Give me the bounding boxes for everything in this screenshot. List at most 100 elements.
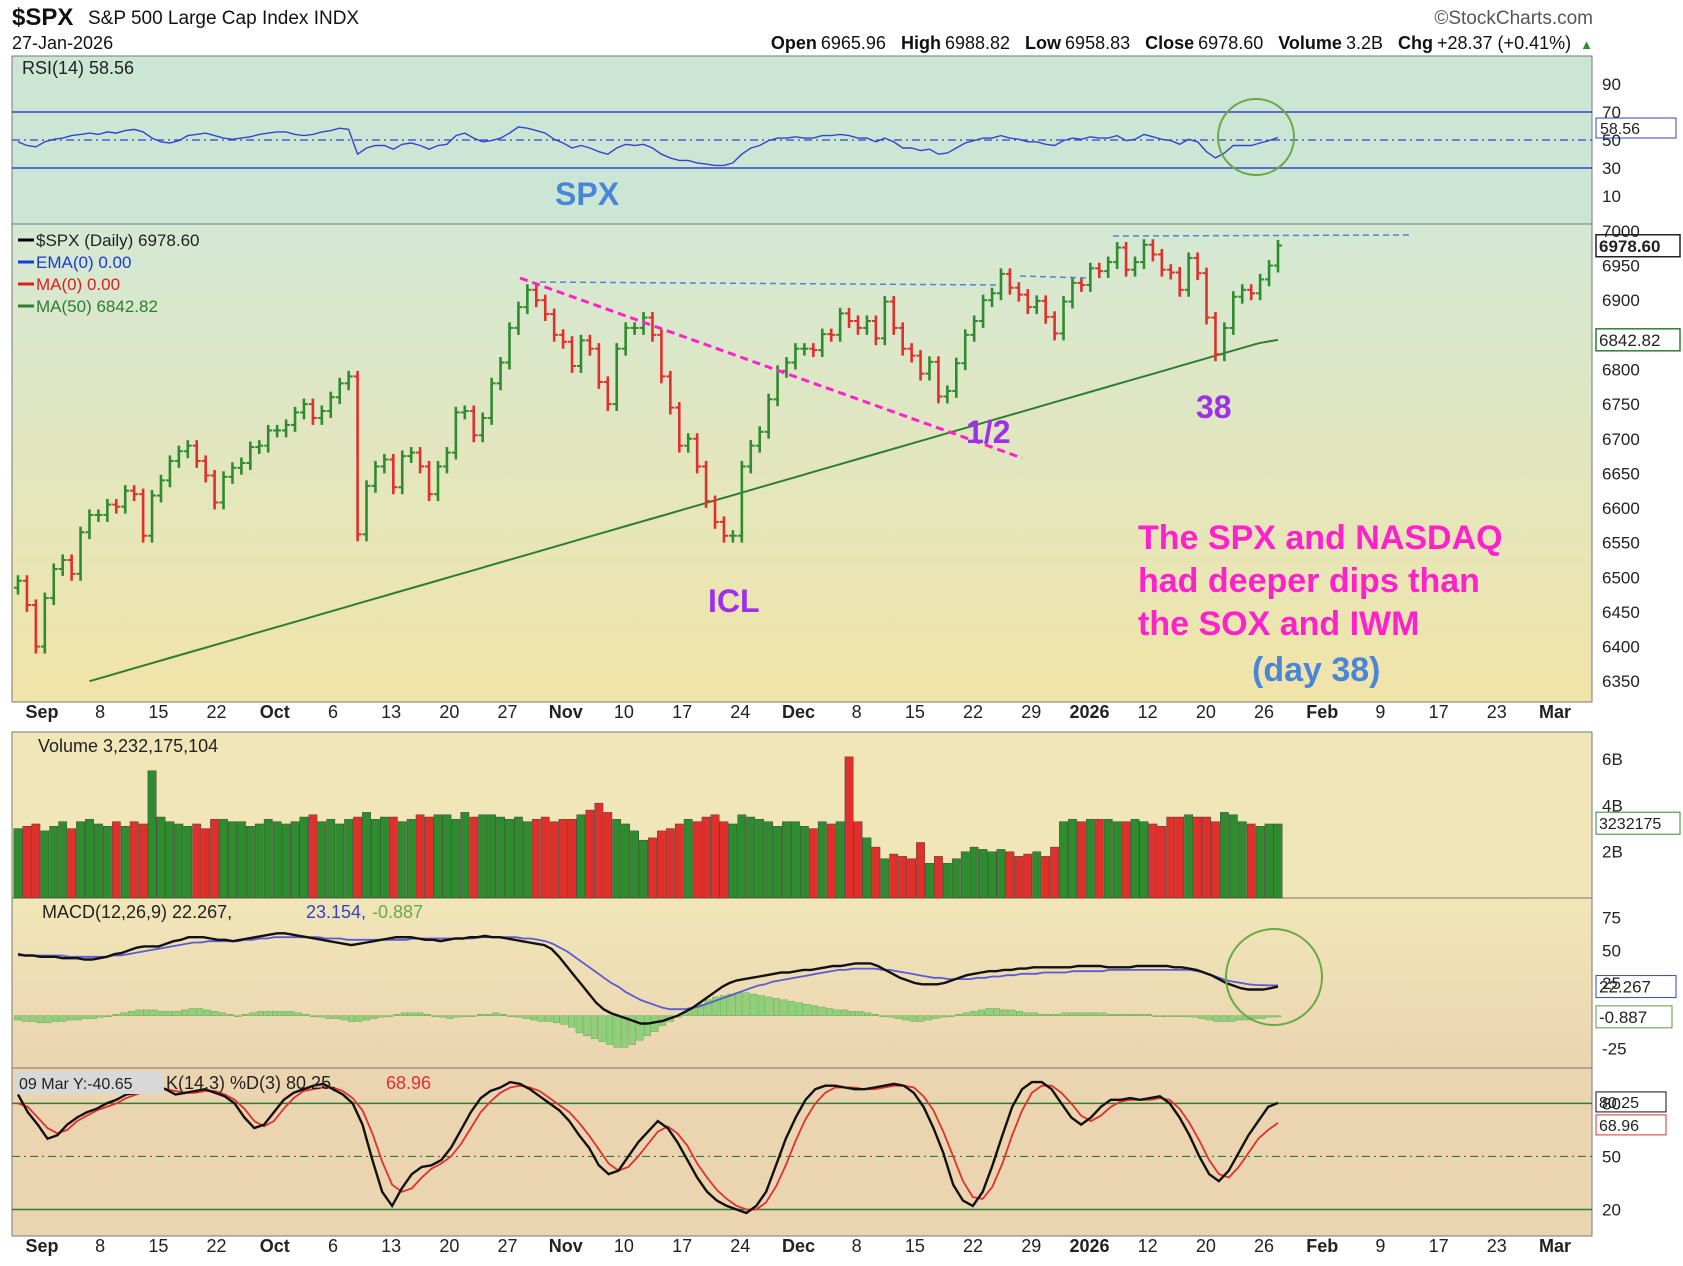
macd-histogram-bar [514, 1015, 522, 1018]
macd-histogram-bar [203, 1009, 211, 1016]
macd-histogram-bar [530, 1015, 538, 1021]
volume-bar [764, 821, 774, 899]
macd-histogram-bar [864, 1012, 872, 1016]
macd-histogram-bar [848, 1011, 856, 1016]
volume-bar [1077, 821, 1086, 899]
volume-bar [1228, 814, 1238, 899]
macd-histogram-bar [560, 1015, 568, 1025]
volume-bar [85, 819, 94, 899]
volume-bar [1184, 814, 1194, 899]
x-tick-label: 12 [1138, 702, 1158, 722]
volume-bar [228, 821, 237, 899]
x-tick-label: 22 [207, 702, 227, 722]
volume-bar [960, 851, 970, 899]
annotation-spx: SPX [555, 176, 620, 212]
macd-histogram-bar [947, 1015, 955, 1017]
legend-entry: MA(0) 0.00 [36, 275, 120, 294]
macd-histogram-bar [1266, 1015, 1274, 1018]
x-tick-label: 8 [852, 702, 862, 722]
macd-histogram-bar [1137, 1014, 1145, 1016]
rsi-y-tick: 50 [1602, 131, 1621, 150]
volume-y-tick: 2B [1602, 843, 1623, 862]
chg-label: Chg [1398, 33, 1433, 53]
volume-bar [13, 828, 23, 899]
macd-y-tick: 50 [1602, 941, 1621, 960]
volume-value: 3.2B [1345, 33, 1383, 53]
macd-histogram-bar [955, 1014, 963, 1016]
macd-histogram-bar [1038, 1014, 1046, 1016]
x-tick-label: Oct [260, 1236, 290, 1256]
chart-date: 27-Jan-2026 [12, 33, 114, 53]
macd-histogram-bar [416, 1012, 424, 1016]
macd-histogram-bar [598, 1015, 606, 1042]
volume-bar [156, 816, 166, 899]
volume-bar [1103, 819, 1113, 899]
volume-bar [916, 842, 925, 899]
x-tick-label: 23 [1487, 702, 1507, 722]
macd-histogram-bar [977, 1009, 985, 1016]
stochastic-k-line [16, 1080, 1279, 1215]
volume-bar [844, 756, 854, 899]
macd-histogram-bar [833, 1009, 841, 1016]
x-tick-label: 20 [439, 1236, 459, 1256]
volume-bar [1166, 816, 1176, 899]
volume-bar [674, 823, 684, 899]
volume-bar [76, 821, 85, 899]
index-fullname: S&P 500 Large Cap Index [88, 8, 309, 29]
x-tick-label: 23 [1487, 1236, 1507, 1256]
rsi-y-tick: 70 [1602, 103, 1621, 122]
x-tick-label: Mar [1539, 1236, 1571, 1256]
volume-bar [147, 770, 157, 899]
k-tag-box [1595, 1091, 1667, 1113]
macd-histogram-bar [332, 1015, 340, 1019]
volume-bar [942, 863, 952, 899]
macd-histogram-bar [568, 1015, 576, 1028]
downtrend-line [519, 276, 1023, 460]
macd-histogram-bar [1220, 1015, 1228, 1022]
volume-bar [835, 821, 845, 899]
volume-bar [862, 837, 872, 899]
macd-histogram-bar [165, 1011, 173, 1016]
annotation-note-1: The SPX and NASDAQ [1138, 519, 1503, 557]
symbol-title: $SPX [12, 4, 74, 31]
macd-y-tick: 25 [1602, 974, 1621, 993]
macd-histogram-bar [788, 1001, 796, 1016]
volume-bar [129, 821, 139, 899]
macd-histogram-bar [940, 1015, 948, 1018]
d-tag: 68.96 [1599, 1118, 1639, 1135]
x-tick-label: Mar [1539, 702, 1571, 722]
volume-bar [567, 819, 577, 899]
stochastic-y-tick: 20 [1602, 1200, 1621, 1219]
macd-title-signal: 23.154, [306, 902, 366, 922]
x-tick-label: 17 [672, 1236, 692, 1256]
volume-bar [308, 814, 318, 899]
x-tick-label: 8 [852, 1236, 862, 1256]
rsi-title: RSI(14) 58.56 [22, 58, 134, 78]
macd-histogram-bar [439, 1015, 447, 1018]
x-tick-label: 13 [381, 702, 401, 722]
macd-histogram-bar [1000, 1009, 1008, 1016]
volume-bar [138, 823, 148, 899]
macd-histogram-bar [234, 1015, 242, 1017]
macd-histogram-bar [135, 1009, 143, 1016]
volume-bar [245, 826, 255, 899]
volume-bar [907, 858, 916, 899]
annotation-note-3: the SOX and IWM [1138, 605, 1419, 643]
volume-bar [174, 823, 184, 899]
low-value: 6958.83 [1065, 33, 1131, 53]
macd-histogram-bar [218, 1012, 226, 1016]
macd-histogram-bar [894, 1015, 902, 1019]
volume-bar [558, 819, 568, 899]
macd-histogram-bar [180, 1009, 188, 1016]
price-y-tick: 6500 [1602, 568, 1640, 587]
volume-bar [1148, 823, 1158, 899]
index-name: S&P 500 Large Cap Index INDX [88, 8, 359, 30]
macd-histogram-bar [780, 999, 788, 1016]
x-tick-label: 24 [730, 702, 750, 722]
volume-bar [817, 821, 827, 899]
volume-bar [746, 816, 756, 899]
macd-histogram-bar [264, 1011, 272, 1016]
volume-bar [808, 828, 818, 899]
macd-histogram-bar [773, 998, 781, 1016]
